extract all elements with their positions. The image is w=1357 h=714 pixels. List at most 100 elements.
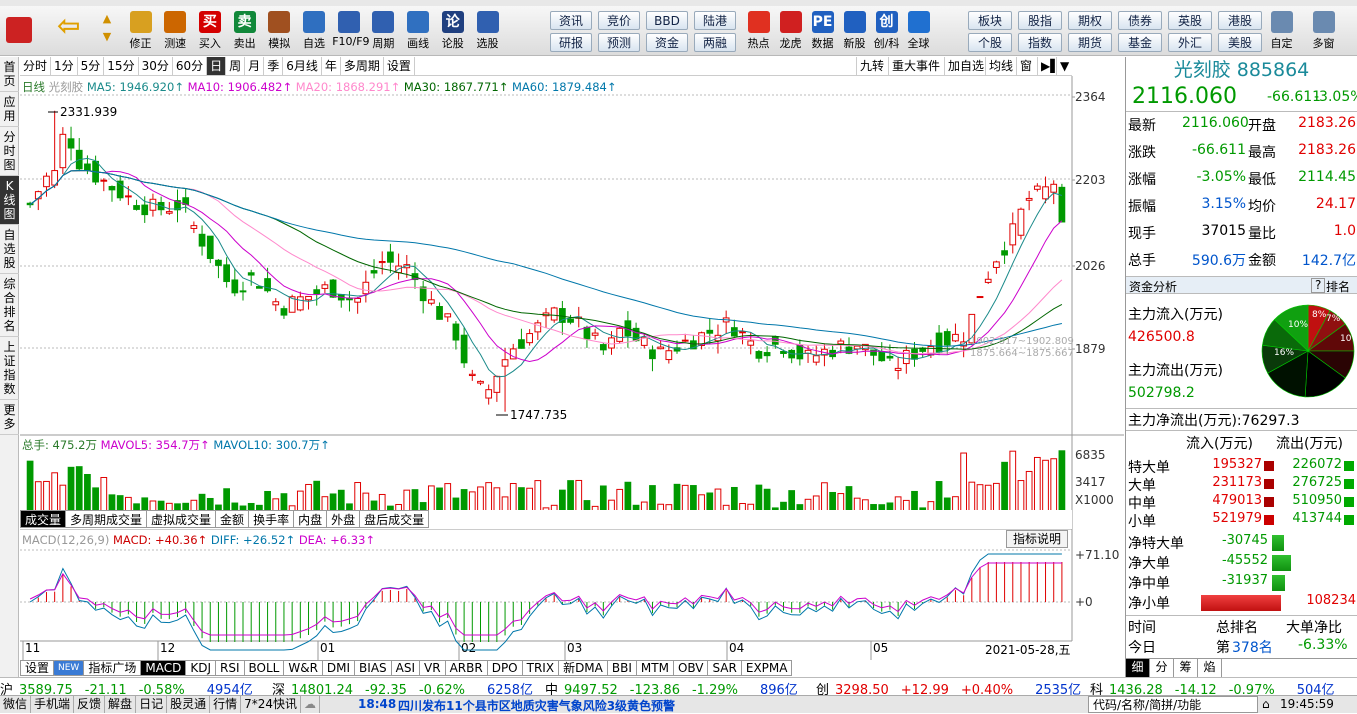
indicator-tab[interactable]: BOLL [243,660,285,676]
indicator-tab[interactable]: EXPMA [740,660,793,676]
market-link-button[interactable]: 板块 [968,11,1012,30]
quick-link-button[interactable]: 资讯 [550,11,592,30]
period-tab[interactable]: 多周期 [341,57,384,75]
lock-icon[interactable]: ⌂ [1262,697,1270,711]
index-quote[interactable]: 科 1436.28 -14.12 -0.97% 504亿 [1090,679,1335,698]
indicator-tab[interactable]: MTM [635,660,674,676]
period-tab[interactable]: 日 [207,57,227,75]
funds-rank-tab[interactable]: 排名 [1326,280,1351,294]
index-quote[interactable]: 深 14801.24 -92.35 -0.62% 6258亿 [272,679,533,698]
period-tab[interactable]: 30分 [139,57,173,75]
indicator-tab[interactable]: MACD [140,660,187,676]
period-tab[interactable]: 1分 [51,57,78,75]
chart-option-button[interactable]: 加自选 [944,57,987,75]
toolbar-dragon-tiger-button[interactable]: 龙虎 [774,9,807,55]
chart-option-button[interactable]: 重大事件 [888,57,943,75]
left-nav-item[interactable]: 自选股 [0,225,19,274]
market-link-button[interactable]: 英股 [1168,11,1212,30]
volume-indicator-tab[interactable]: 换手率 [248,510,295,528]
period-tab[interactable]: 年 [322,57,341,75]
period-tab[interactable]: 设置 [384,57,415,75]
indicator-tab[interactable]: 新DMA [558,660,608,676]
period-tab[interactable]: 季 [264,57,284,75]
indicator-tab[interactable]: ASI [390,660,421,676]
indicator-tab[interactable]: OBV [672,660,709,676]
market-link-button[interactable]: 美股 [1218,33,1262,52]
left-nav-item[interactable]: 分时图 [0,127,19,176]
detail-tab[interactable]: 筹 [1174,659,1198,677]
kline-chart[interactable]: 2364 2203 2026 1879 6835 3417 X1000 +71.10 +0 11 1… [20,76,1124,660]
status-button[interactable]: 微信 [0,696,32,713]
toolbar-discuss-button[interactable]: 论论股 [436,9,469,55]
period-tab[interactable]: 月 [245,57,265,75]
market-link-button[interactable]: 期权 [1068,11,1112,30]
period-tab[interactable]: 6月线 [283,57,322,75]
toolbar-hammer-button[interactable]: 模拟 [263,9,296,55]
indicator-tab[interactable]: 设置 [20,660,55,676]
left-nav-item[interactable]: 首页 [0,57,19,92]
status-button[interactable]: 解盘 [105,696,137,713]
toolbar-edit-button[interactable]: 自定 [1265,9,1298,55]
toolbar-multiwindow-button[interactable]: 多窗 [1307,9,1340,55]
market-link-button[interactable]: 期货 [1068,33,1112,52]
quick-link-button[interactable]: 资金 [646,33,688,52]
left-nav-item[interactable]: 上证指数 [0,337,19,400]
index-quote[interactable]: 创 3298.50 +12.99 +0.40% 2535亿 [816,679,1081,698]
indicator-tab[interactable]: RSI [215,660,245,676]
back-button[interactable]: ⇦ [57,9,81,42]
period-tab[interactable]: 60分 [173,57,208,75]
indicator-tab[interactable]: TRIX [521,660,560,676]
volume-indicator-tab[interactable]: 虚拟成交量 [146,510,217,528]
grid-menu-icon[interactable] [2,9,36,55]
chart-option-button[interactable]: 九转 [856,57,887,75]
toolbar-buy-button[interactable]: 买买入 [193,9,226,55]
period-tab[interactable]: 15分 [104,57,139,75]
status-button[interactable]: 7*24快讯 [241,696,302,713]
left-nav-item[interactable]: 更多 [0,400,19,435]
detail-tab[interactable]: 细 [1126,659,1150,677]
chart-option-button[interactable]: 均线 [985,57,1016,75]
toolbar-globe-button[interactable]: 全球 [902,9,935,55]
toolbar-star-folder-button[interactable]: 自选 [298,9,331,55]
indicator-tab[interactable]: ARBR [444,660,488,676]
toolbar-clock-button[interactable]: 周期 [367,9,400,55]
toolbar-hot-button[interactable]: 热点 [742,9,775,55]
volume-indicator-tab[interactable]: 盘后成交量 [359,510,430,528]
market-link-button[interactable]: 指数 [1018,33,1062,52]
status-button[interactable]: 行情 [210,696,242,713]
toolbar-up-down-arrows-button[interactable]: 修正 [124,9,157,55]
indicator-tab[interactable]: SAR [707,660,742,676]
indicator-tab[interactable]: VR [419,660,446,676]
volume-indicator-tab[interactable]: 多周期成交量 [65,510,148,528]
code-search-input[interactable]: 代码/名称/简拼/功能 [1088,696,1258,713]
status-button[interactable]: 股灵通 [167,696,211,713]
period-tab[interactable]: 5分 [78,57,105,75]
left-nav-item[interactable]: K线图 [0,176,19,225]
index-quote[interactable]: 中 9497.52 -123.86 -1.29% 896亿 [545,679,798,698]
market-link-button[interactable]: 港股 [1218,11,1262,30]
indicator-tab[interactable]: BBI [606,660,637,676]
toolbar-speedometer-button[interactable]: 测速 [159,9,192,55]
market-link-button[interactable]: 外汇 [1168,33,1212,52]
quick-link-button[interactable]: 陆港 [694,11,736,30]
quick-link-button[interactable]: 竞价 [598,11,640,30]
market-link-button[interactable]: 股指 [1018,11,1062,30]
toolbar-pe-button[interactable]: PE 数据 [806,9,839,55]
left-nav-item[interactable]: 综合排名 [0,274,19,337]
cloud-icon[interactable]: ☁ [301,696,321,713]
kline-chart-area[interactable]: 2364 2203 2026 1879 6835 3417 X1000 +71.10 +0 11 1… [20,76,1124,660]
quick-link-button[interactable]: 预测 [598,33,640,52]
chart-option-button[interactable]: 窗 [1016,57,1035,75]
period-tab[interactable]: 周 [226,57,246,75]
toolbar-chuang-button[interactable]: 创创/科 [870,9,903,55]
status-button[interactable]: 日记 [136,696,168,713]
quick-link-button[interactable]: 两融 [694,33,736,52]
updown-button[interactable]: ▲ ▼ [102,12,112,43]
news-ticker[interactable]: 四川发布11个县市区地质灾害气象风险3级黄色预警 [398,699,676,713]
status-button[interactable]: 反馈 [74,696,106,713]
toolbar-search-chart-button[interactable]: 选股 [471,9,504,55]
market-link-button[interactable]: 基金 [1118,33,1162,52]
indicator-tab[interactable]: W&R [283,660,323,676]
indicator-help-button[interactable]: 指标说明 [1006,530,1069,548]
indicator-tab[interactable]: 指标广场 [83,660,142,676]
